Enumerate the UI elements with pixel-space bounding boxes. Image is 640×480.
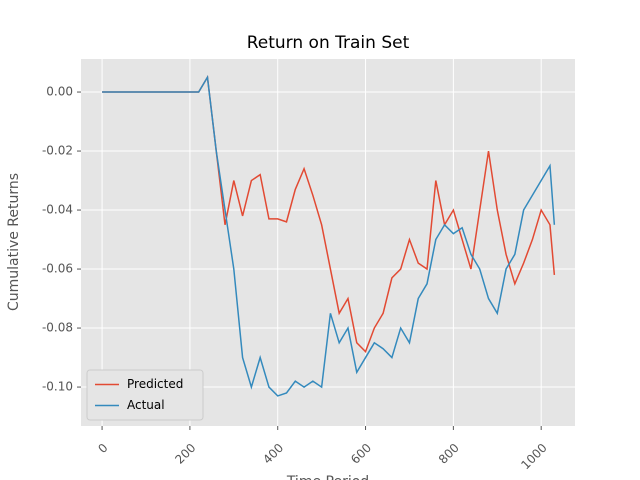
y-axis-label: Cumulative Returns	[6, 173, 22, 311]
line-series	[102, 75, 556, 397]
plot-area	[81, 59, 575, 426]
y-tick-label: -0.10	[42, 380, 73, 394]
y-tick-label: -0.06	[42, 262, 73, 276]
y-tick-label: -0.08	[42, 321, 73, 335]
y-tick-label: -0.02	[42, 144, 73, 158]
x-axis-label: Time Period	[286, 474, 369, 480]
y-tick-label: 0.00	[46, 85, 73, 99]
chart-title: Return on Train Set	[247, 33, 410, 53]
legend-label: Predicted	[127, 377, 183, 391]
y-tick-label: -0.04	[42, 203, 73, 217]
legend-box	[86, 369, 204, 421]
legend-label: Actual	[127, 398, 165, 412]
